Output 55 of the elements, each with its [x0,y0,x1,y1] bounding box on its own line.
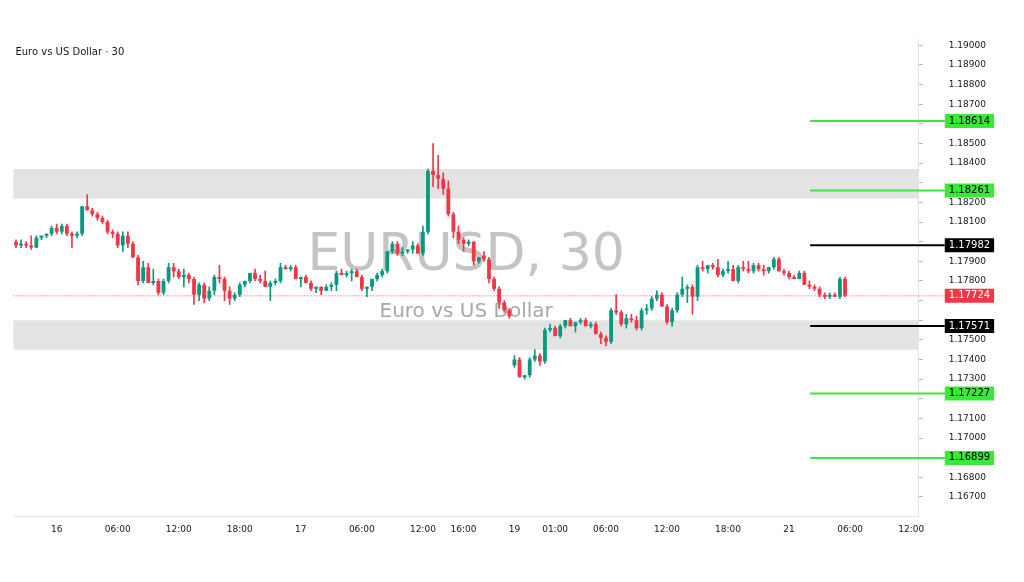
y-tick-label: 1.18900 [948,59,987,70]
x-tick-label: 18:00 [226,524,254,535]
candlestick [29,235,34,250]
ref-line-label: 1.18261 [948,184,991,196]
x-tick-label: 21 [783,524,795,535]
y-tick-label: 1.17800 [948,275,987,286]
candlestick [181,268,186,288]
x-tick-label: 12:00 [409,524,437,535]
y-tick-label: 1.18100 [948,216,987,227]
ref-line-label: 1.17982 [948,238,991,250]
y-tick-label: 1.17500 [948,334,987,345]
y-tick-label: 1.19000 [948,39,987,50]
x-tick-label: 18:00 [715,524,742,535]
x-tick-label: 16:00 [450,524,477,535]
ref-line-label: 1.17571 [948,319,991,331]
x-tick-label: 16 [50,524,63,535]
x-tick-label: 12:00 [654,524,681,535]
x-tick-label: 06:00 [348,524,376,535]
y-tick-label: 1.18400 [948,157,987,168]
candlestick [726,260,730,274]
candlestick [268,280,273,301]
candlestick [70,231,74,248]
y-tick-label: 1.16700 [948,491,987,502]
candlestick [298,276,303,288]
y-tick-label: 1.17400 [948,353,987,364]
text: Euro vs US Dollar · 30 [15,45,125,57]
x-tick-label: 06:00 [593,524,620,535]
candlestick [24,241,29,248]
y-tick-label: 1.18700 [948,98,987,109]
x-tick-label: 06:00 [104,524,131,535]
y-tick-label: 1.18800 [948,78,987,89]
candlestick [741,260,746,272]
y-tick-label: 1.17900 [948,255,987,266]
candlestick [151,268,156,286]
y-tick-label: 1.17300 [948,373,987,384]
y-tick-label: 1.18500 [948,137,987,148]
x-tick-label: 01:00 [542,524,569,535]
x-tick-label: 12:00 [898,524,925,535]
candlestick [85,194,90,211]
ref-line-label: 1.18614 [948,114,991,126]
candlestick [436,154,441,189]
x-tick-label: 12:00 [165,524,192,535]
ref-line-label: 1.17724 [948,289,991,301]
ref-line-label: 1.17227 [948,387,991,399]
candlestick [431,143,435,188]
x-tick-label: 06:00 [837,524,864,535]
y-tick-label: 1.17000 [948,432,987,443]
y-tick-label: 1.16800 [948,471,987,482]
candlestick [19,239,23,248]
y-tick-label: 1.18200 [948,196,987,207]
candlestick [644,304,649,315]
x-tick-label: 17 [295,524,307,535]
x-tick-label: 19 [508,524,521,535]
ref-line-label: 1.16899 [948,451,991,463]
y-tick-label: 1.17100 [948,412,987,423]
